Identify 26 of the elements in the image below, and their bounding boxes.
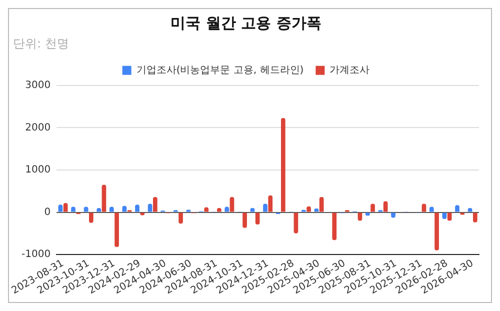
bar: [294, 212, 298, 234]
chart-subtitle: 단위: 천명: [13, 36, 69, 50]
y-tick-label: -1000: [22, 249, 51, 260]
bar: [383, 201, 388, 212]
legend-label: 가계조사: [330, 64, 370, 76]
y-tick-label: 1000: [25, 164, 51, 176]
bar: [178, 212, 183, 224]
bar: [280, 118, 286, 212]
bar: [268, 195, 273, 212]
y-tick-label: 0: [44, 206, 51, 218]
bar: [88, 212, 94, 223]
bar: [114, 212, 119, 247]
bar: [63, 202, 68, 212]
bar: [472, 212, 478, 222]
bar: [434, 212, 439, 250]
bar: [102, 184, 106, 212]
bar: [332, 212, 337, 240]
bar: [242, 212, 247, 228]
bar: [255, 212, 260, 225]
bar: [230, 197, 234, 212]
bar: [319, 197, 324, 212]
y-tick-label: 3000: [25, 80, 51, 91]
legend-label: 기업조사(비농업부문 고용, 헤드라인): [136, 64, 304, 76]
chart-title: 미국 월간 고용 증가폭: [170, 14, 322, 32]
bar: [152, 197, 158, 212]
y-tick-label: 2000: [25, 122, 51, 134]
